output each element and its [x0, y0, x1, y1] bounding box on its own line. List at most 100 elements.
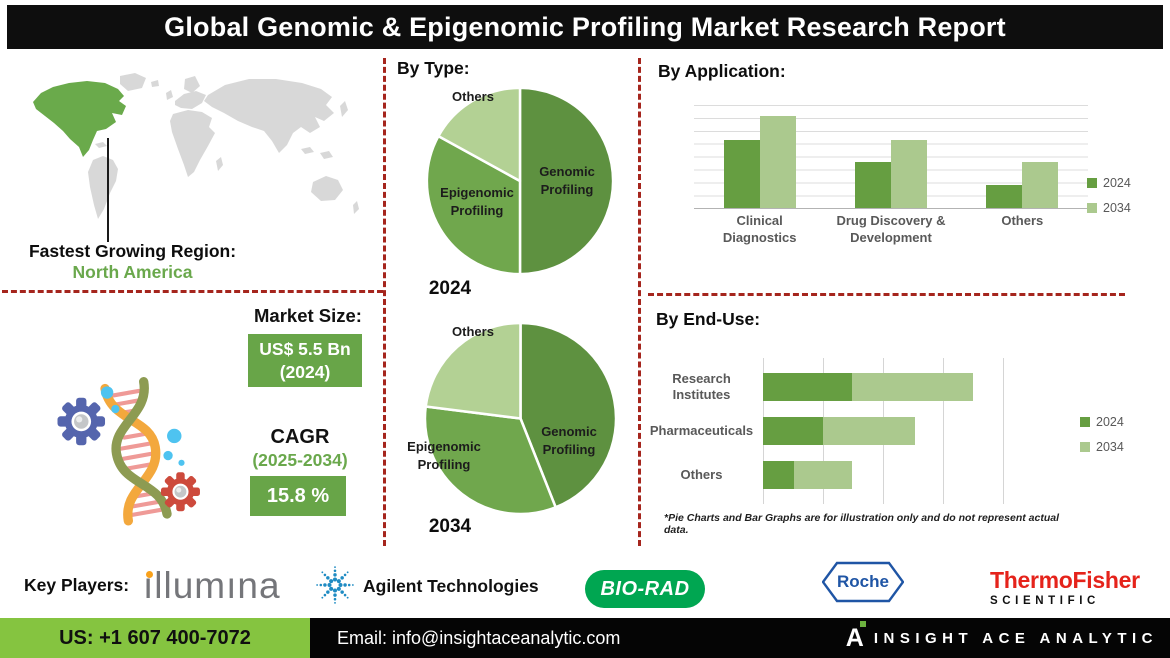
category-label: Clinical Diagnostics [722, 213, 797, 245]
end-use-category: Research Institutes [672, 370, 731, 402]
region-label: Fastest Growing Region: [28, 241, 237, 261]
brand-a-icon: A [846, 620, 866, 651]
illumina-wordmark: ıllumına [143, 565, 281, 606]
bar-group-3 [986, 162, 1059, 208]
page-title: Global Genomic & Epigenomic Profiling Ma… [7, 5, 1163, 49]
dna-gears-icon [57, 377, 200, 526]
segment-2034 [823, 417, 915, 445]
pie-slice-epigenomic-profiling [423, 405, 557, 516]
cagr-value-box: 15.8 % [250, 476, 346, 516]
pie-chart-2034 [422, 320, 619, 517]
pie-year-2034: 2034 [428, 516, 472, 537]
contact-email: Email: info@insightaceanalytic.com [337, 627, 621, 648]
application-plot [694, 105, 1088, 209]
brand-green-dot-icon [859, 620, 866, 627]
segment-2034 [794, 461, 852, 489]
pie-slice-label-epigenomic: Epigenomic Profiling [407, 439, 481, 472]
pie-slice-label-genomic: Genomic Profiling [541, 424, 597, 457]
pie-slice-label-epigenomic: Epigenomic Profiling [440, 185, 514, 218]
pie-slice-label-others: Others [452, 324, 494, 339]
end-use-rows: Research Institutes Pharmaceuticals Others [648, 358, 1008, 504]
pie-slice-label-others: Others [452, 89, 494, 104]
market-size-value: US$ 5.5 Bn [259, 338, 351, 359]
legend-item-2024: 2024 [1080, 415, 1124, 429]
end-use-legend: 2024 2034 [1080, 415, 1124, 454]
category-label: Others [1001, 213, 1044, 228]
end-use-bar [763, 461, 852, 489]
divider-horizontal-left [2, 290, 383, 293]
legend-label: 2024 [1103, 176, 1131, 190]
section-heading-by-application: By Application: [658, 61, 786, 81]
pie-slice-epigenomic-profiling [425, 134, 522, 276]
bio-rad-logo: BIO-RAD [585, 570, 705, 608]
legend-swatch-icon [1080, 417, 1090, 427]
world-map [33, 73, 359, 219]
illumina-logo: ıllumına [143, 565, 281, 607]
disclaimer-footnote: *Pie Charts and Bar Graphs are for illus… [664, 512, 1060, 536]
bar-2034 [759, 116, 796, 208]
gear-blue [57, 397, 106, 446]
pie-slice-genomic-profiling [519, 321, 618, 509]
bar-2024 [723, 140, 760, 208]
bar-2024 [854, 162, 891, 208]
end-use-row: Pharmaceuticals [648, 416, 1008, 446]
legend-label: 2034 [1103, 201, 1131, 215]
bar-2024 [986, 185, 1023, 208]
agilent-starburst-icon [316, 566, 354, 604]
end-use-bar [763, 373, 973, 401]
bar-2034 [890, 140, 927, 208]
market-size-value-box: US$ 5.5 Bn (2024) [248, 334, 362, 387]
legend-item-2024: 2024 [1087, 176, 1131, 190]
agilent-logo: Agilent Technologies [363, 576, 539, 596]
roche-logo: Roche [822, 561, 904, 603]
thermo-fisher-logo: ThermoFisher SCIENTIFIC [990, 567, 1140, 608]
pie-year-2024: 2024 [428, 278, 472, 299]
section-heading-by-type: By Type: [397, 58, 470, 78]
pie-slice-others [437, 86, 522, 183]
legend-swatch-icon [1080, 442, 1090, 452]
legend-label: 2034 [1096, 440, 1124, 454]
map-pointer-line [107, 138, 109, 242]
segment-2024 [763, 373, 852, 401]
thermo-fisher-wordmark: ThermoFisher [990, 567, 1140, 593]
segment-2024 [763, 417, 823, 445]
market-size-label: Market Size: [254, 305, 362, 326]
bar-group-2 [854, 140, 927, 208]
roche-hexagon-icon [822, 561, 904, 603]
insight-ace-analytic-logo: A INSIGHT ACE ANALYTIC [846, 618, 1158, 658]
end-use-category: Others [680, 466, 723, 482]
application-categories: Clinical Diagnostics Drug Discovery & Dev… [694, 213, 1088, 247]
end-use-bar [763, 417, 915, 445]
cagr-label: CAGR [270, 426, 330, 448]
legend-item-2034: 2034 [1080, 440, 1124, 454]
footer-bar: US: +1 607 400-7072 Email: info@insighta… [0, 618, 1170, 658]
pie-chart-2024 [424, 85, 616, 277]
pie-slice-others [424, 321, 522, 420]
thermo-fisher-scientific: SCIENTIFIC [990, 595, 1100, 607]
roche-wordmark: Roche [837, 572, 889, 591]
legend-label: 2024 [1096, 415, 1124, 429]
divider-horizontal-right [648, 293, 1125, 296]
segment-2024 [763, 461, 794, 489]
end-use-row: Research Institutes [648, 370, 1008, 402]
key-players-label: Key Players: [24, 575, 130, 595]
brand-name: INSIGHT ACE ANALYTIC [873, 629, 1158, 647]
phone-number: US: +1 607 400-7072 [0, 618, 310, 658]
section-heading-by-end-use: By End-Use: [656, 309, 761, 329]
legend-item-2034: 2034 [1087, 201, 1131, 215]
gear-red [160, 472, 200, 512]
region-value: North America [72, 262, 193, 282]
end-use-row: Others [648, 460, 1008, 490]
application-legend: 2024 2034 [1087, 176, 1131, 215]
pie-slice-genomic-profiling [518, 86, 615, 276]
fastest-growing-region: Fastest Growing Region: North America [15, 241, 250, 283]
segment-2034 [852, 373, 973, 401]
category-label: Drug Discovery & Development [836, 213, 946, 245]
pie-slice-label-genomic: Genomic Profiling [539, 164, 595, 197]
bar-2034 [1022, 162, 1059, 208]
legend-swatch-icon [1087, 203, 1097, 213]
divider-vertical-left [383, 58, 386, 546]
illumina-i-dot-icon [146, 571, 153, 578]
bio-rad-wordmark: BIO-RAD [600, 577, 690, 600]
